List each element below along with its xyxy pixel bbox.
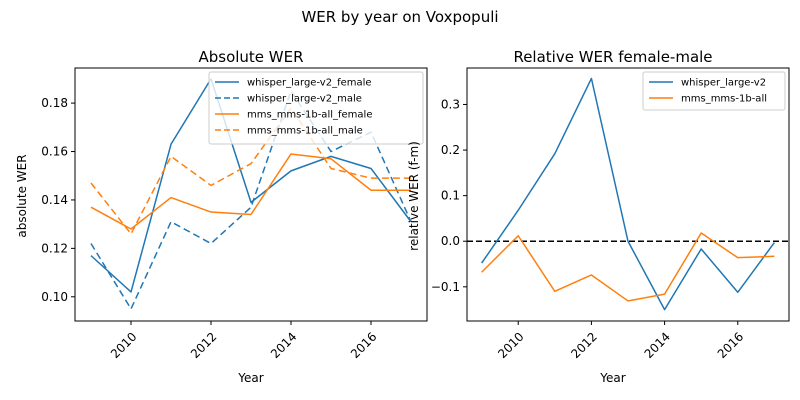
axes-frame — [466, 67, 790, 322]
legend-entry: mms_mms-1b-all — [681, 94, 767, 105]
legend: whisper_large-v2_female whisper_large-v2_… — [208, 71, 424, 145]
panel-absolute-wer: Absolute WER Year absolute WER 2010 2012 2… — [15, 48, 428, 385]
x-tick-label: 2014 — [268, 330, 299, 361]
y-tick-label: −0.1 — [431, 280, 460, 294]
x-tick-label: 2010 — [108, 330, 139, 361]
x-tick-label: 2012 — [188, 330, 219, 361]
series-line-mms_mms-1b-all_female — [90, 153, 411, 230]
x-axis-label-absolute: Year — [237, 371, 263, 385]
figure-suptitle: WER by year on Voxpopuli — [301, 8, 498, 26]
legend-entry: mms_mms-1b-all_female — [247, 110, 372, 121]
y-axis-label-relative: relative WER (f-m) — [407, 141, 421, 251]
y-tick-label: 0.10 — [41, 290, 68, 304]
legend-entry: whisper_large-v2_male — [247, 94, 362, 105]
y-tick-label: 0.3 — [441, 97, 460, 111]
y-tick-label: 0.2 — [441, 143, 460, 157]
legend: whisper_large-v2 mms_mms-1b-all — [642, 71, 786, 111]
series-line-whisper_large-v2 — [481, 77, 775, 311]
legend-entry: whisper_large-v2_female — [247, 78, 372, 89]
series-line-whisper_large-v2_female — [90, 78, 412, 293]
series-line-mms_mms-1b-all — [481, 232, 775, 302]
panel-relative-wer: Relative WER female-male Year relative W… — [407, 48, 790, 385]
x-tick-label: 2016 — [348, 330, 379, 361]
x-tick-label: 2010 — [495, 330, 526, 361]
legend-entry: mms_mms-1b-all_male — [247, 126, 363, 137]
panel-title-relative: Relative WER female-male — [513, 48, 712, 66]
x-tick-label: 2012 — [568, 330, 599, 361]
y-tick-label: 0.0 — [441, 234, 460, 248]
y-tick-label: 0.12 — [41, 241, 68, 255]
legend-entry: whisper_large-v2 — [681, 78, 766, 89]
y-tick-label: 0.1 — [441, 189, 460, 203]
axes-frame — [74, 67, 428, 322]
panel-title-absolute: Absolute WER — [198, 48, 303, 66]
legend-box — [642, 71, 786, 111]
y-tick-label: 0.16 — [41, 145, 68, 159]
y-tick-label: 0.14 — [41, 193, 68, 207]
y-axis-label-absolute: absolute WER — [15, 154, 29, 237]
x-tick-label: 2014 — [642, 330, 673, 361]
legend-box — [208, 71, 424, 145]
series-line-mms_mms-1b-all_male — [90, 107, 411, 235]
y-tick-label: 0.18 — [41, 96, 68, 110]
x-tick-label: 2016 — [715, 330, 746, 361]
x-axis-label-relative: Year — [599, 371, 625, 385]
